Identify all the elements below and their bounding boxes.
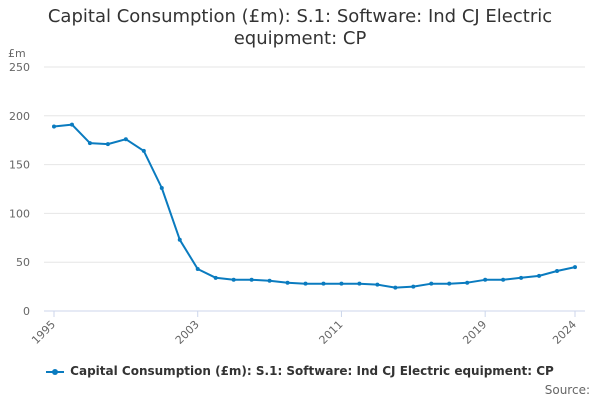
y-tick-label: 100	[9, 207, 30, 220]
data-point-2008[interactable]	[285, 280, 290, 285]
data-point-2018[interactable]	[465, 280, 470, 285]
y-axis-ticks: 0 50 100 150 200 250	[9, 61, 30, 318]
series-group	[52, 122, 577, 290]
x-tick-label: 2019	[460, 318, 489, 347]
x-tick-label: 2011	[317, 318, 346, 347]
data-point-2001[interactable]	[159, 186, 164, 191]
y-tick-label: 150	[9, 159, 30, 172]
data-point-2011[interactable]	[339, 281, 344, 286]
data-point-2016[interactable]	[429, 281, 434, 286]
x-axis: 1995 2003 2011 2019 2024	[29, 310, 585, 347]
data-point-2024[interactable]	[573, 265, 577, 270]
legend-label: Capital Consumption (£m): S.1: Software:…	[70, 364, 554, 378]
data-point-2021[interactable]	[519, 275, 524, 280]
data-point-2005[interactable]	[231, 277, 236, 282]
data-point-1999[interactable]	[123, 137, 128, 142]
chart-title: Capital Consumption (£m): S.1: Software:…	[0, 6, 600, 50]
x-tick-label: 2024	[550, 318, 579, 347]
data-point-2004[interactable]	[213, 275, 218, 280]
data-point-2003[interactable]	[195, 267, 200, 272]
data-point-2023[interactable]	[555, 268, 560, 273]
grid-lines	[44, 66, 585, 312]
data-point-1996[interactable]	[69, 122, 74, 127]
data-point-2007[interactable]	[267, 278, 272, 283]
chart-title-line-1: Capital Consumption (£m): S.1: Software:…	[47, 6, 553, 27]
data-point-2015[interactable]	[411, 284, 416, 289]
data-point-1998[interactable]	[105, 142, 110, 147]
data-point-2014[interactable]	[393, 285, 398, 290]
data-point-2002[interactable]	[177, 237, 182, 242]
source-label: Source:	[544, 383, 590, 397]
legend[interactable]: Capital Consumption (£m): S.1: Software:…	[0, 364, 600, 378]
x-tick-label: 2003	[173, 318, 202, 347]
y-tick-label: 200	[9, 110, 30, 123]
y-tick-label: 50	[16, 256, 30, 269]
data-point-2022[interactable]	[537, 273, 542, 278]
data-point-2019[interactable]	[483, 277, 488, 282]
x-tick-label: 1995	[29, 318, 58, 347]
y-tick-label: 250	[9, 61, 30, 74]
data-point-2012[interactable]	[357, 281, 362, 286]
data-point-2020[interactable]	[501, 277, 506, 282]
data-point-2013[interactable]	[375, 282, 380, 287]
data-point-2006[interactable]	[249, 277, 254, 282]
data-point-2010[interactable]	[321, 281, 326, 286]
data-point-2017[interactable]	[447, 281, 452, 286]
y-axis-unit-label: £m	[8, 47, 26, 60]
legend-line-marker-icon	[46, 368, 65, 375]
data-point-2000[interactable]	[141, 148, 146, 153]
y-tick-label: 0	[23, 305, 30, 318]
data-point-1997[interactable]	[87, 141, 92, 146]
chart-title-line-2: equipment: CP	[233, 28, 367, 49]
series-line	[53, 123, 576, 289]
data-point-2009[interactable]	[303, 281, 308, 286]
data-point-1995[interactable]	[52, 124, 56, 129]
